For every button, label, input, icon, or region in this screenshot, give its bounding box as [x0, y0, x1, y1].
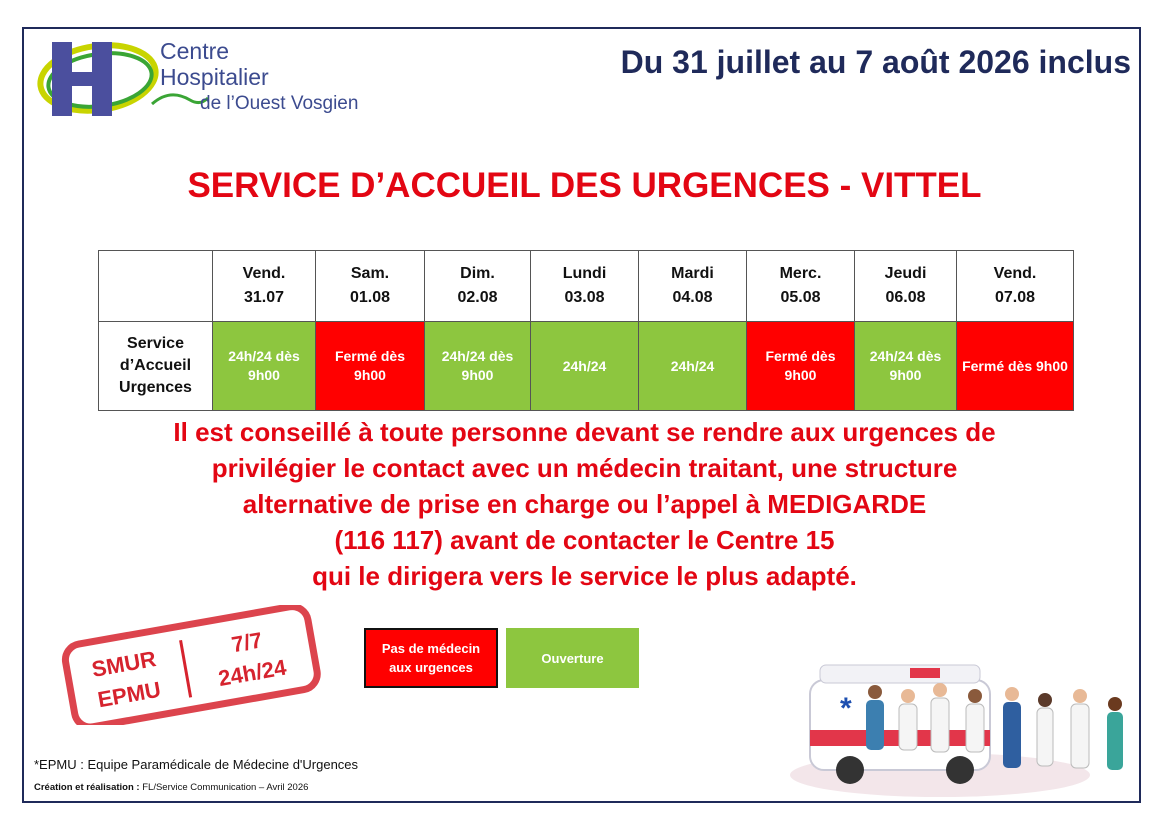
credit-text: FL/Service Communication – Avril 2026 [142, 782, 309, 793]
status-cell: 24h/24 dès 9h00 [854, 321, 957, 411]
wheel [946, 756, 974, 784]
stamp-text: EPMU [96, 677, 163, 713]
day-date: 31.07 [243, 289, 285, 306]
day-date: 06.08 [885, 289, 926, 306]
status-cell: Fermé dès 9h00 [956, 321, 1074, 411]
message-line: alternative de prise en charge ou l’appe… [242, 489, 927, 519]
stamp-border [61, 605, 321, 725]
status-cell: 24h/24 dès 9h00 [212, 321, 316, 411]
stamp: SMUR EPMU 7/7 24h/24 [61, 605, 321, 725]
siren [910, 668, 940, 678]
corner [98, 250, 213, 322]
logo-text: Centre [160, 38, 230, 64]
legend-item: Pas de médecin aux urgences [364, 628, 498, 688]
day-date: 03.08 [564, 289, 605, 306]
logo-text: Hospitalier [160, 64, 269, 90]
day-header: Lundi 03.08 [530, 250, 639, 322]
day-date: 05.08 [780, 289, 821, 306]
message-line: privilégier le contact avec un médecin t… [211, 453, 958, 483]
day-date: 01.08 [349, 289, 391, 306]
day-header: Dim. 02.08 [424, 250, 531, 322]
day-name: Merc. [779, 265, 822, 282]
footnote: *EPMU : Equipe Paramédicale de Médecine … [34, 757, 359, 772]
day-name: Mardi [671, 265, 714, 282]
logo-wave [151, 93, 210, 106]
staff [866, 683, 1123, 770]
day-header: Sam. 01.08 [315, 250, 425, 322]
day-date: 02.08 [457, 289, 498, 306]
status-cell: Fermé dès 9h00 [746, 321, 855, 411]
status-cell: 24h/24 [530, 321, 639, 411]
legend-item: Ouverture [506, 628, 639, 688]
status-cell: 24h/24 [638, 321, 747, 411]
day-header: Vend. 07.08 [956, 250, 1074, 322]
day-name: Dim. [460, 265, 495, 282]
logo-wave-line [151, 93, 210, 106]
day-header: Merc. 05.08 [746, 250, 855, 322]
day-date: 07.08 [994, 289, 1036, 306]
day-name: Jeudi [884, 265, 927, 282]
stamp-divider [179, 640, 193, 698]
star-of-life: * [840, 692, 852, 725]
message-line: Il est conseillé à toute personne devant… [173, 417, 996, 447]
logo-text: de l’Ouest Vosgien [200, 93, 359, 114]
stamp-text: 7/7 [230, 627, 264, 657]
date-range: Du 31 juillet au 7 août 2026 inclus [620, 44, 1131, 80]
stamp-text: 24h/24 [216, 654, 289, 691]
row-label: Service d’Accueil Urgences [98, 321, 213, 411]
logo-h [52, 72, 112, 86]
stamp-text: SMUR [90, 646, 158, 682]
day-date: 04.08 [672, 289, 713, 306]
day-name: Lundi [562, 265, 607, 282]
day-header: Mardi 04.08 [638, 250, 747, 322]
body-row: Service d’Accueil Urgences 24h/24 dès 9h0… [98, 321, 1074, 411]
logo-mark [37, 42, 159, 116]
message-line: qui le dirigera vers le service le plus … [312, 561, 857, 591]
schedule-table: Vend. 31.07 Sam. 01.08 Dim. 02.08 Lundi 03.08 Ma… [98, 250, 1074, 411]
wheel [836, 756, 864, 784]
day-name: Sam. [350, 265, 390, 282]
day-name: Vend. [993, 265, 1037, 282]
day-header: Vend. 31.07 [212, 250, 316, 322]
ambulance-roof [819, 664, 981, 684]
credit: Création et réalisation : FL/Service Com… [34, 782, 308, 793]
day-header: Jeudi 06.08 [854, 250, 957, 322]
message-line: (116 117) avant de contacter le Centre 1… [334, 525, 835, 555]
message: Il est conseillé à toute personne devant… [0, 414, 1169, 594]
illustration: * [790, 664, 1123, 797]
credit-label: Création et réalisation : [34, 782, 140, 793]
status-cell: 24h/24 dès 9h00 [424, 321, 531, 411]
header-row: Vend. 31.07 Sam. 01.08 Dim. 02.08 Lundi 03.08 Ma… [98, 250, 1074, 322]
title: SERVICE D’ACCUEIL DES URGENCES - VITTEL [187, 166, 982, 205]
status-cell: Fermé dès 9h00 [315, 321, 425, 411]
frame [22, 27, 1141, 803]
day-name: Vend. [242, 265, 286, 282]
